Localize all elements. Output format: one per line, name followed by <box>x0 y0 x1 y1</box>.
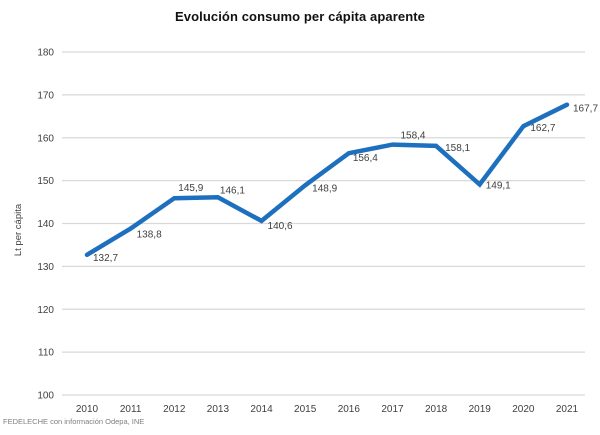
chart-title: Evolución consumo per cápita aparente <box>174 9 426 24</box>
x-tick-label: 2020 <box>512 404 535 415</box>
y-tick-label: 160 <box>37 133 54 144</box>
x-tick-label: 2014 <box>250 404 273 415</box>
data-point-label: 167,7 <box>573 104 598 115</box>
data-point-label: 158,4 <box>400 131 425 142</box>
y-axis-title: Lt per cápita <box>13 203 24 256</box>
data-point-label: 138,8 <box>137 230 162 241</box>
data-point-label: 156,4 <box>353 153 378 164</box>
data-point-label: 145,9 <box>178 183 203 194</box>
data-point-label: 148,9 <box>312 183 337 194</box>
y-tick-label: 150 <box>37 176 54 187</box>
x-tick-label: 2011 <box>120 404 142 415</box>
series-line <box>84 102 570 258</box>
source-note: FEDELECHE con información Odepa, INE <box>3 417 145 426</box>
y-tick-label: 100 <box>37 391 54 402</box>
x-tick-label: 2012 <box>163 404 186 415</box>
x-tick-label: 2016 <box>338 404 361 415</box>
x-tick-label: 2018 <box>425 404 448 415</box>
data-point-label: 146,1 <box>220 185 245 196</box>
y-tick-label: 140 <box>37 219 54 230</box>
x-tick-label: 2013 <box>207 404 230 415</box>
x-tick-label: 2015 <box>294 404 317 415</box>
y-tick-label: 110 <box>38 348 54 359</box>
x-tick-label: 2017 <box>381 404 404 415</box>
x-tick-label: 2010 <box>76 404 99 415</box>
y-axis-tick-labels: 100 110 120 130 140 150 160 170 180 <box>37 48 54 402</box>
x-tick-label: 2019 <box>469 404 492 415</box>
x-tick-label: 2021 <box>556 404 579 415</box>
data-point-label: 158,1 <box>445 143 470 154</box>
x-axis-tick-labels: 2010 2011 2012 2013 2014 2015 2016 2017 2018 2019… <box>76 404 579 415</box>
data-point-labels: 132,7 138,8 145,9 146,1 140,6 148,9 156,4 158,4… <box>93 104 598 264</box>
y-tick-label: 130 <box>37 262 54 273</box>
y-tick-label: 170 <box>37 90 54 101</box>
data-point-label: 162,7 <box>530 123 555 134</box>
y-tick-label: 120 <box>37 305 54 316</box>
y-tick-label: 180 <box>37 48 54 59</box>
data-point-label: 140,6 <box>268 221 293 232</box>
gridlines <box>62 51 585 396</box>
data-point-label: 132,7 <box>93 253 118 264</box>
data-point-label: 149,1 <box>486 180 511 191</box>
